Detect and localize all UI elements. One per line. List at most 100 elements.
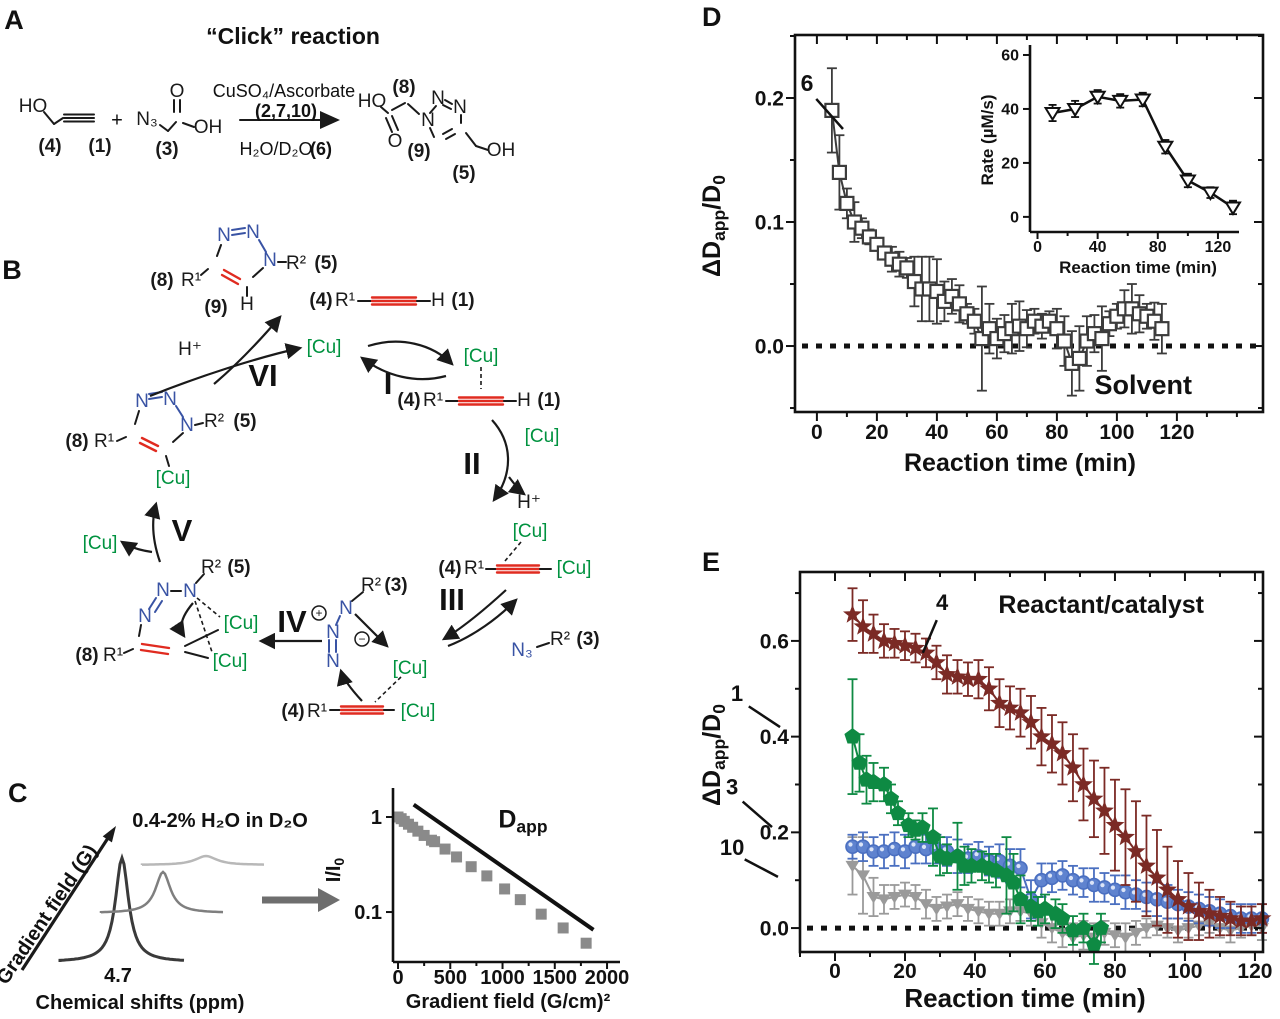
bond [148,396,163,400]
product-o-label: O [388,131,403,152]
r2-label: R² [286,253,306,274]
r1-label: R¹ [464,558,484,579]
bond [175,405,184,418]
carbonyl-o-label: O [170,81,185,102]
bond [231,232,246,236]
bond [140,642,171,650]
axes [786,33,1265,421]
bond [258,239,267,253]
chart-d_inset: 0 40 80 120 0 20 40 60 Reaction time (min) Rate (… [978,45,1242,277]
bond [200,268,209,276]
cu-label: [Cu] [83,533,118,554]
axes [386,788,620,969]
x-tick-label: 40 [963,960,986,983]
r1-label: R¹ [103,645,123,666]
x-axis-title: Reaction time (min) [904,983,1145,1013]
bond [252,267,264,278]
bond [123,648,134,654]
x-tick-label: 60 [1033,960,1056,983]
fit-line [412,802,595,932]
ring-n: N [163,389,177,410]
series-annotation: 3 [726,775,738,800]
bond [444,99,453,105]
bond [445,133,456,140]
annotation-leader [815,98,844,130]
bond [220,273,240,286]
bond [53,117,64,125]
x-axis-title: Reaction time (min) [1059,258,1217,277]
ho-label: HO [19,96,48,117]
h-plus-label: H⁺ [517,492,541,513]
panel-e-reactant-catalyst-chart: E 0 20 40 60 80 100 120 0.0 0.2 0.4 0.6 Reaction tim… [698,547,1272,1013]
bond [138,624,142,637]
r2-label: R² [201,557,221,578]
nmr-peak [99,870,224,914]
axes [791,570,1265,961]
bond [391,115,399,131]
compound-8-label: (8) [65,431,88,452]
y-tick-label: 0.2 [755,87,784,110]
compound-4-label: (4) [397,390,420,411]
x-tick-label: 120 [1159,421,1194,444]
bond [465,132,477,147]
step-arrow-icon [491,419,510,503]
x-tick-label: 0 [829,960,841,983]
bond [140,436,160,448]
attack-arrow-icon [354,613,389,648]
bond [335,615,341,626]
nmr-peak [58,853,185,962]
ring-n: N [156,580,170,601]
compound-5-label: (5) [233,411,256,432]
bond [429,105,437,114]
compound-3-label: (3) [384,575,407,596]
step-iii-label: III [439,582,465,617]
ring-n: N [217,225,231,246]
ring-n: N [135,391,149,412]
compound-5-label: (5) [227,557,250,578]
h-label: H [240,294,254,315]
bond [222,268,242,281]
cu-label: [Cu] [156,468,191,489]
panel-letter-c: C [8,778,28,808]
compound-1-label: (1) [451,290,474,311]
cu-label: [Cu] [513,521,548,542]
bond [184,651,209,659]
r2-label: R² [550,629,570,650]
bond [134,410,140,425]
compound-4-label: (4) [281,701,304,722]
x-tick-label: 20 [865,421,888,444]
x-axis-title: Gradient field (G/cm)² [406,991,611,1013]
cu-label: [Cu] [525,426,560,447]
series-4 [843,587,1272,941]
bond [391,102,406,111]
annotation-leader [921,619,938,654]
h-plus-label: H⁺ [178,339,202,360]
panel-letter-e: E [702,547,720,577]
chemical-shift-axis-label: Chemical shifts (ppm) [36,992,245,1014]
series-rate [1043,89,1242,216]
ring-n: N [263,250,277,271]
compound-8-label: (8) [150,270,173,291]
compound-3-label: (3) [576,629,599,650]
corner-label: Solvent [1094,370,1192,400]
r2-label: R² [361,575,381,596]
peak-shift-value: 4.7 [104,965,132,987]
compound-1-label: (1) [537,390,560,411]
bond [194,600,213,653]
bond [504,541,522,562]
y-tick-label: 40 [1001,102,1019,119]
y-axis-title: Rate (µM/s) [978,94,997,185]
y-tick-label: 20 [1001,156,1019,173]
chart-c_decay: 0 500 1000 1500 2000 1 0.1 Gradient field (G/cm… [323,788,629,1013]
azide-n-label: N [326,651,340,672]
bond [380,106,389,114]
x-tick-label: 40 [925,421,948,444]
reaction-arrow-icon [320,111,340,129]
bond [154,600,163,613]
bond [184,629,219,647]
ring-n: N [183,581,197,602]
bond [536,642,550,648]
step-v-label: V [172,513,193,548]
x-tick-label: 120 [1237,960,1272,983]
oh-label: OH [194,117,223,138]
